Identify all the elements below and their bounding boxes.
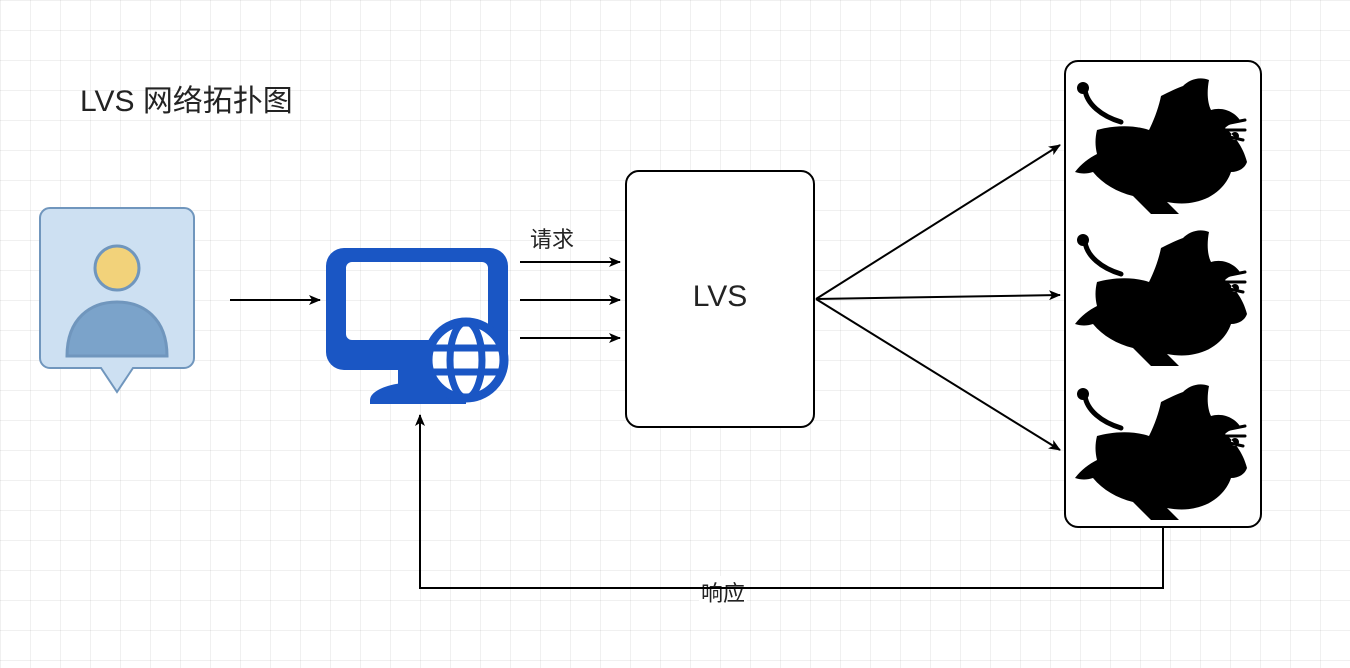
edge-lvs-s2 <box>816 295 1060 299</box>
monitor-globe-icon <box>326 248 508 404</box>
diagram-title: LVS 网络拓扑图 <box>80 76 293 120</box>
response-label: 响应 <box>699 576 747 608</box>
user-icon <box>67 246 167 356</box>
user-node <box>40 208 194 392</box>
edge-lvs-s3 <box>816 299 1060 450</box>
edge-lvs-s1 <box>816 145 1060 299</box>
request-label: 请求 <box>528 222 576 254</box>
edge-response <box>420 415 1163 588</box>
servers-node <box>1064 60 1262 528</box>
lvs-label: LVS <box>665 280 775 314</box>
diagram-canvas: LVS 网络拓扑图 LVS 请求 响应 <box>0 0 1350 668</box>
